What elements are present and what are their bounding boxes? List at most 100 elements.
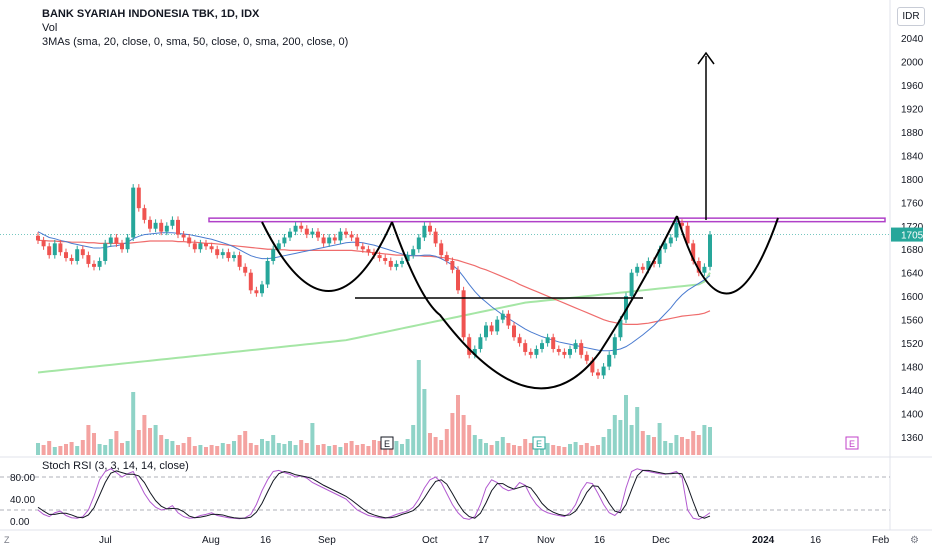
price-tick-label: 1880 [901, 128, 924, 139]
candle-body [248, 272, 253, 291]
candle-body [344, 231, 348, 235]
candle-body [568, 348, 572, 355]
candle-body [663, 243, 668, 250]
volume-bar [344, 443, 348, 455]
volume-bar [204, 447, 208, 455]
candle-body [237, 255, 242, 267]
volume-bar [685, 439, 690, 455]
volume-bar [164, 439, 169, 455]
candle-body [528, 351, 533, 355]
target-arrow-head [697, 51, 715, 65]
candle-body [383, 258, 388, 261]
candle-body [590, 360, 595, 373]
volume-bar [125, 441, 130, 455]
candle-body [517, 337, 522, 344]
volume-bar [640, 431, 645, 455]
stoch-d-line [37, 469, 711, 519]
candle-body [635, 266, 640, 273]
candle-body [444, 255, 449, 261]
candle-body [400, 260, 404, 264]
candle-body [489, 325, 494, 332]
candle-body [282, 237, 287, 244]
price-tick-label: 1720 [901, 222, 924, 233]
time-tick-label: Sep [318, 535, 336, 546]
earnings-marker [845, 436, 859, 450]
volume-bar [92, 433, 96, 455]
volume-bar [691, 431, 696, 455]
candle-body [97, 260, 102, 267]
volume-bar [52, 447, 57, 455]
candle-body [556, 348, 561, 352]
price-tick-label: 1480 [901, 363, 924, 374]
candle-body [114, 237, 119, 244]
time-tick-label: 16 [810, 535, 822, 546]
volume-bar [568, 444, 572, 455]
volume-bar [484, 443, 488, 455]
moving-average-legend: 3MAs (sma, 20, close, 0, sma, 50, close,… [42, 36, 349, 48]
earnings-marker-label: E [384, 439, 390, 449]
candle-body [276, 243, 281, 250]
rsi-tick-label: 40.00 [10, 495, 35, 506]
candle-body [394, 263, 399, 267]
earnings-marker [532, 436, 546, 450]
time-tick-label: 2024 [752, 535, 775, 546]
volume-bar [159, 435, 164, 455]
candle-body [204, 243, 208, 247]
candle-body [69, 258, 74, 261]
volume-bar [316, 445, 320, 455]
volume-bar [674, 435, 679, 455]
volume-bar [142, 415, 147, 455]
price-tick-label: 1520 [901, 339, 924, 350]
volume-bar [506, 443, 511, 455]
volume-bar [108, 439, 113, 455]
volume-bar [276, 443, 281, 455]
resistance-line [208, 217, 886, 223]
volume-bar [556, 446, 561, 455]
time-tick-label: 17 [478, 535, 490, 546]
candle-body [293, 225, 298, 232]
candle-body [41, 240, 46, 247]
rsi-tick-label: 0.00 [10, 517, 30, 528]
volume-bar [282, 444, 287, 455]
candle-body [164, 225, 169, 232]
volume-bar [573, 442, 578, 455]
candle-body [80, 249, 85, 256]
volume-bar [75, 446, 80, 455]
candle-body [360, 246, 365, 250]
volume-bar [226, 444, 231, 455]
volume-bar [624, 395, 628, 455]
candle-body [332, 237, 337, 241]
volume-bar [579, 445, 584, 455]
candle-body [607, 354, 612, 367]
candle-body [349, 234, 354, 238]
candle-body [680, 222, 684, 226]
candle-body [181, 234, 186, 238]
earnings-marker-label: E [536, 439, 542, 449]
volume-bar [545, 443, 550, 455]
candle-body [338, 231, 343, 241]
volume-bar [69, 442, 74, 455]
volume-bar [220, 443, 225, 455]
stoch-rsi-legend: Stoch RSI (3, 3, 14, 14, close) [42, 460, 189, 472]
volume-bar [265, 441, 270, 455]
volume-bar [97, 444, 102, 455]
volume-bar [349, 441, 354, 455]
price-tick-label: 1440 [901, 386, 924, 397]
candle-body [573, 343, 578, 349]
volume-bar [377, 441, 382, 455]
candle-body [153, 222, 158, 229]
volume-bar [680, 437, 684, 455]
volume-bar [260, 439, 264, 455]
candle-body [523, 343, 528, 352]
candle-body [512, 325, 516, 338]
volume-bar [500, 437, 505, 455]
candle-body [484, 325, 488, 338]
volume-bar [86, 425, 91, 455]
candle-body [506, 313, 511, 326]
candle-body [52, 243, 57, 256]
volume-bar [80, 440, 85, 455]
candle-body [702, 266, 707, 273]
candle-body [75, 249, 80, 261]
currency-button[interactable]: IDR [897, 7, 925, 26]
